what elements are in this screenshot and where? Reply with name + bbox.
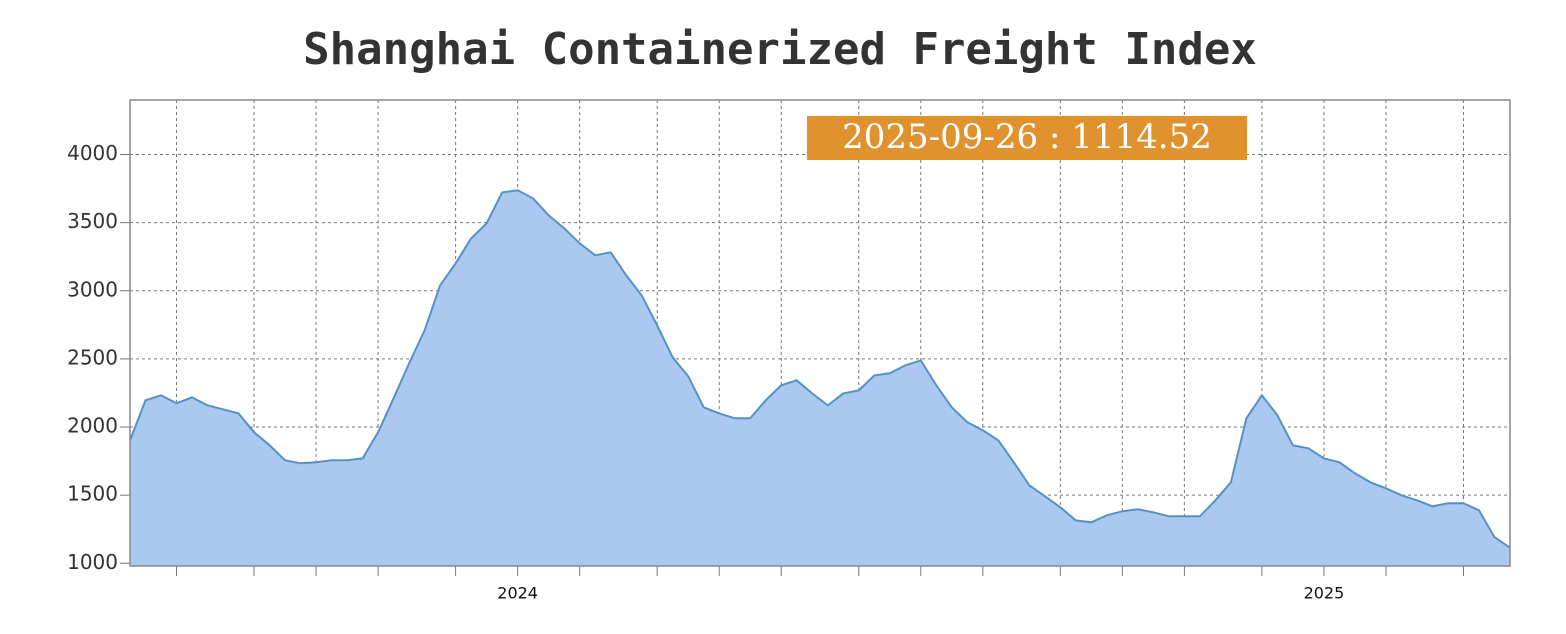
annotation-box bbox=[807, 116, 1247, 160]
y-tick-label: 1500 bbox=[67, 482, 118, 506]
chart-title: Shanghai Containerized Freight Index bbox=[303, 24, 1257, 75]
y-tick-label: 2000 bbox=[67, 414, 118, 438]
y-tick-label: 2500 bbox=[67, 345, 118, 369]
area bbox=[130, 190, 1510, 567]
y-tick-label: 4000 bbox=[67, 141, 118, 165]
plot-frame bbox=[129, 99, 1511, 567]
x-tick-label: 2024 bbox=[497, 584, 538, 603]
y-tick-label: 1000 bbox=[67, 550, 118, 574]
y-tick-label: 3000 bbox=[67, 277, 118, 301]
y-tick-label: 3500 bbox=[67, 209, 118, 233]
line bbox=[129, 189, 1511, 549]
x-tick-label: 2025 bbox=[1304, 584, 1345, 603]
annotation: 2025-09-26 : 1114.52 bbox=[842, 117, 1212, 157]
